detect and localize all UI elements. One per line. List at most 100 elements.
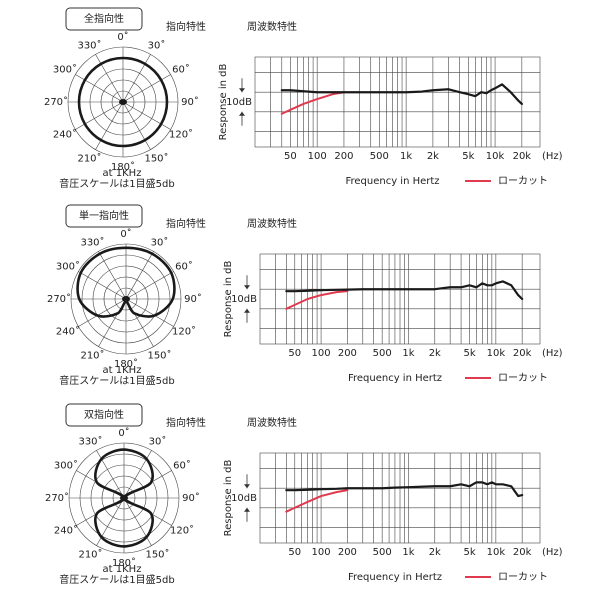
x-tick-label: 5k	[463, 547, 475, 558]
polar-spoke	[125, 298, 174, 327]
angle-label: 150˚	[144, 152, 168, 164]
x-tick-label: 200	[338, 348, 357, 359]
polar-title: 指向特性	[166, 20, 206, 33]
angle-label: 330˚	[80, 237, 104, 249]
angle-label: 90˚	[182, 492, 200, 504]
x-tick-label: 500	[370, 151, 389, 162]
x-tick-label: 1k	[402, 348, 414, 359]
x-tick-label: 2k	[427, 151, 439, 162]
legend-label: ローカット	[498, 372, 548, 384]
angle-label: 300˚	[54, 460, 78, 472]
angle-label: 210˚	[78, 548, 102, 560]
polar-spoke	[78, 271, 127, 300]
x-tick-label: 10k	[487, 547, 506, 558]
polar-center	[120, 495, 128, 501]
y-axis-label: Response in dB	[223, 460, 234, 537]
angle-label: 0˚	[118, 427, 129, 439]
pattern-badge	[65, 204, 143, 228]
x-tick-label: 100	[308, 151, 327, 162]
legend-label: ローカット	[498, 175, 548, 187]
polar-spoke	[125, 271, 174, 300]
x-tick-label: 200	[334, 151, 353, 162]
response-line	[285, 290, 349, 310]
angle-label: 30˚	[151, 237, 169, 249]
angle-label: 0˚	[120, 228, 131, 240]
polar-pattern	[77, 56, 169, 148]
x-tick-label: 500	[373, 547, 392, 558]
angle-label: 30˚	[148, 40, 166, 52]
y-axis-label: Response in dB	[218, 64, 229, 141]
scale-arrowhead	[239, 111, 245, 116]
angle-label: 270˚	[45, 492, 69, 504]
angle-label: 240˚	[56, 326, 80, 338]
polar-center	[122, 296, 130, 302]
chart-title: 周波数特性	[247, 20, 297, 33]
response-line	[280, 83, 523, 106]
x-tick-label: 5k	[462, 151, 474, 162]
pattern-name: 単一指向性	[79, 209, 129, 222]
angle-label: 90˚	[184, 293, 202, 305]
polar-pattern	[94, 448, 154, 548]
response-line	[280, 91, 345, 115]
angle-label: 180˚	[114, 358, 138, 370]
scale-arrowhead	[239, 88, 245, 93]
polar-spoke	[75, 74, 124, 103]
polar-spoke	[122, 54, 151, 103]
angle-label: 60˚	[175, 261, 193, 273]
angle-label: 60˚	[172, 64, 190, 76]
polar-note: 音圧スケールは1目盛5db	[59, 374, 174, 387]
polar-note: at 1KHz	[103, 564, 142, 575]
response-line	[285, 481, 524, 498]
angle-label: 150˚	[147, 349, 171, 361]
pattern-name: 全指向性	[84, 12, 124, 25]
polar-spoke	[95, 54, 124, 103]
polar-spoke	[125, 251, 154, 300]
scale-arrowhead	[244, 484, 250, 489]
polar-spoke	[122, 101, 171, 130]
polar-center	[119, 99, 127, 105]
angle-label: 300˚	[53, 64, 77, 76]
pattern-badge	[65, 403, 143, 427]
x-tick-label: 10k	[487, 348, 506, 359]
x-tick-label: 200	[338, 547, 357, 558]
x-unit: (Hz)	[542, 348, 563, 359]
angle-label: 180˚	[111, 161, 135, 173]
angle-label: 60˚	[173, 460, 191, 472]
x-tick-label: 50	[284, 151, 297, 162]
angle-label: 330˚	[78, 436, 102, 448]
pattern-name: 双指向性	[84, 408, 124, 421]
angle-label: 0˚	[117, 31, 128, 43]
angle-label: 300˚	[56, 261, 80, 273]
polar-note: at 1KHz	[103, 168, 142, 179]
legend-label: ローカット	[498, 571, 548, 583]
scale-label: 10dB	[226, 97, 252, 108]
angle-label: 240˚	[53, 129, 77, 141]
angle-label: 240˚	[54, 525, 78, 537]
polar-spoke	[122, 101, 151, 150]
angle-label: 180˚	[112, 557, 136, 569]
angle-label: 270˚	[47, 293, 71, 305]
scale-label: 10dB	[231, 493, 257, 504]
angle-label: 210˚	[77, 152, 101, 164]
scale-arrowhead	[244, 507, 250, 512]
x-unit: (Hz)	[542, 151, 563, 162]
x-tick-label: 20k	[513, 151, 532, 162]
polar-spoke	[75, 101, 124, 130]
angle-label: 120˚	[170, 525, 194, 537]
x-tick-label: 10k	[486, 151, 505, 162]
polar-note: 音圧スケールは1目盛5db	[59, 573, 174, 586]
response-line	[285, 489, 349, 513]
angle-label: 150˚	[145, 548, 169, 560]
y-axis-label: Response in dB	[223, 261, 234, 338]
x-tick-label: 1k	[400, 151, 412, 162]
angle-label: 210˚	[80, 349, 104, 361]
angle-label: 30˚	[149, 436, 167, 448]
scale-arrowhead	[244, 285, 250, 290]
x-tick-label: 2k	[429, 547, 441, 558]
polar-spoke	[122, 74, 171, 103]
polar-spoke	[98, 251, 127, 300]
polar-title: 指向特性	[166, 416, 206, 429]
x-tick-label: 50	[288, 348, 301, 359]
polar-note: at 1KHz	[103, 365, 142, 376]
